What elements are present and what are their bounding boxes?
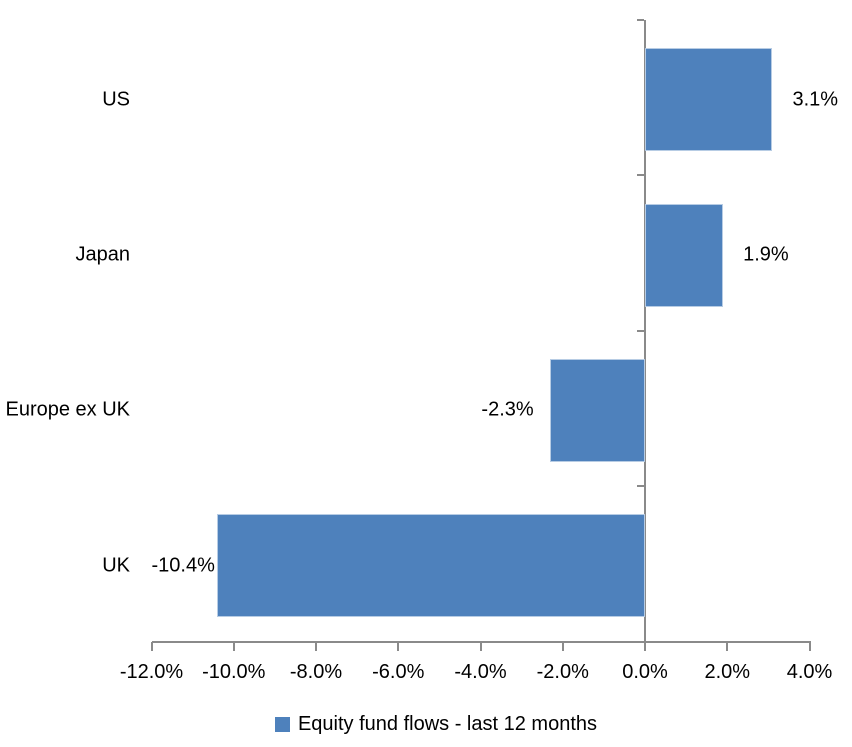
x-tick-mark	[808, 641, 811, 651]
x-tick-mark	[479, 641, 482, 651]
bar	[645, 203, 724, 307]
x-tick-mark	[232, 641, 235, 651]
x-tick-label: 2.0%	[704, 661, 751, 683]
category-label: Japan	[75, 243, 131, 266]
x-tick-label: -8.0%	[289, 661, 343, 683]
x-tick-mark	[315, 641, 317, 651]
x-tick-mark	[397, 641, 400, 651]
y-tick-mark	[637, 19, 644, 21]
x-tick-label: 0.0%	[622, 661, 668, 683]
x-tick-label: -2.0%	[536, 661, 589, 683]
bar	[550, 358, 645, 462]
category-label: Europe ex UK	[5, 398, 130, 421]
category-label: UK	[102, 554, 130, 577]
bar	[645, 48, 773, 152]
y-axis-line	[644, 20, 646, 642]
y-tick-mark	[637, 174, 644, 177]
x-tick-label: -12.0%	[119, 661, 184, 683]
legend-label: Equity fund flows - last 12 months	[297, 713, 598, 735]
bar-value-label: -10.4%	[151, 554, 215, 577]
category-label: US	[102, 88, 130, 111]
x-tick-mark	[561, 641, 564, 651]
x-tick-label: -10.0%	[202, 661, 266, 683]
y-tick-mark	[637, 485, 644, 488]
legend-color-swatch	[274, 716, 290, 732]
chart-legend: Equity fund flows - last 12 months	[10, 712, 852, 736]
x-tick-label: 4.0%	[786, 661, 833, 683]
bar-value-label: 3.1%	[792, 88, 839, 111]
x-tick-mark	[644, 641, 646, 651]
x-tick-mark	[726, 641, 729, 651]
bar	[217, 514, 645, 618]
y-tick-mark	[637, 640, 644, 643]
x-tick-label: -6.0%	[372, 661, 425, 683]
y-tick-mark	[637, 329, 644, 332]
x-tick-label: -4.0%	[454, 661, 507, 683]
bar-value-label: 1.9%	[743, 243, 789, 266]
x-tick-mark	[150, 641, 153, 651]
bar-value-label: -2.3%	[481, 398, 534, 421]
